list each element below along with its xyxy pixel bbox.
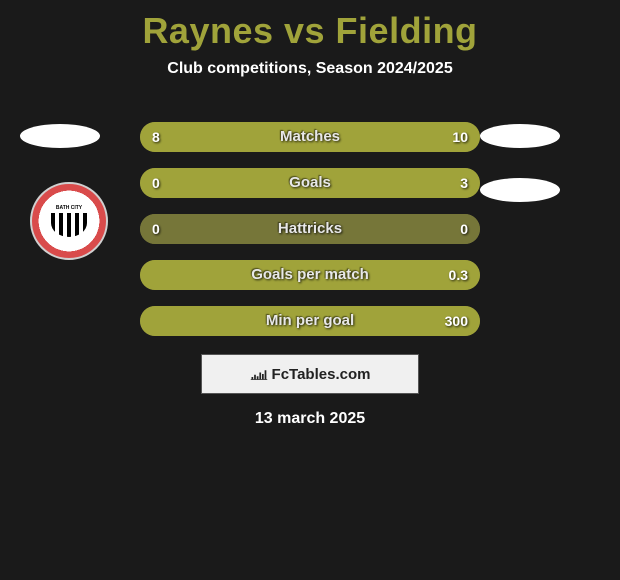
stat-bar-fill-right: [201, 168, 480, 198]
infographic-date: 13 march 2025: [0, 410, 620, 428]
stat-bar-fill-left: [140, 168, 201, 198]
stat-bar-fill-left: [140, 122, 290, 152]
club-logo-left-inner: BATH CITY: [45, 197, 93, 245]
attribution-badge: FcTables.com: [201, 354, 419, 394]
stat-bar-row: Min per goal300: [140, 306, 480, 336]
bar-chart-icon: [250, 367, 268, 381]
player-avatar-left-placeholder: [20, 124, 100, 148]
club-logo-stripes: [51, 213, 87, 237]
stat-bar-fill-right: [140, 306, 480, 336]
comparison-infographic: Raynes vs Fielding Club competitions, Se…: [0, 0, 620, 580]
stat-bar-fill-left: [140, 214, 310, 244]
stat-bar-row: Goals per match0.3: [140, 260, 480, 290]
page-subtitle: Club competitions, Season 2024/2025: [0, 60, 620, 78]
attribution-text: FcTables.com: [272, 366, 371, 383]
stat-bar-row: Hattricks00: [140, 214, 480, 244]
stat-bar-row: Matches810: [140, 122, 480, 152]
club-logo-right-placeholder: [480, 178, 560, 202]
stat-bar-fill-right: [290, 122, 480, 152]
stat-bar-row: Goals03: [140, 168, 480, 198]
stat-bar-fill-right: [140, 260, 480, 290]
player-avatar-right-placeholder: [480, 124, 560, 148]
stat-bar-fill-right: [310, 214, 480, 244]
stat-bars-container: Matches810 Goals03 Hattricks00 Goals per ma…: [140, 122, 480, 352]
club-logo-text: BATH CITY: [56, 206, 82, 211]
page-title: Raynes vs Fielding: [0, 0, 620, 52]
club-logo-left: BATH CITY: [30, 182, 108, 260]
